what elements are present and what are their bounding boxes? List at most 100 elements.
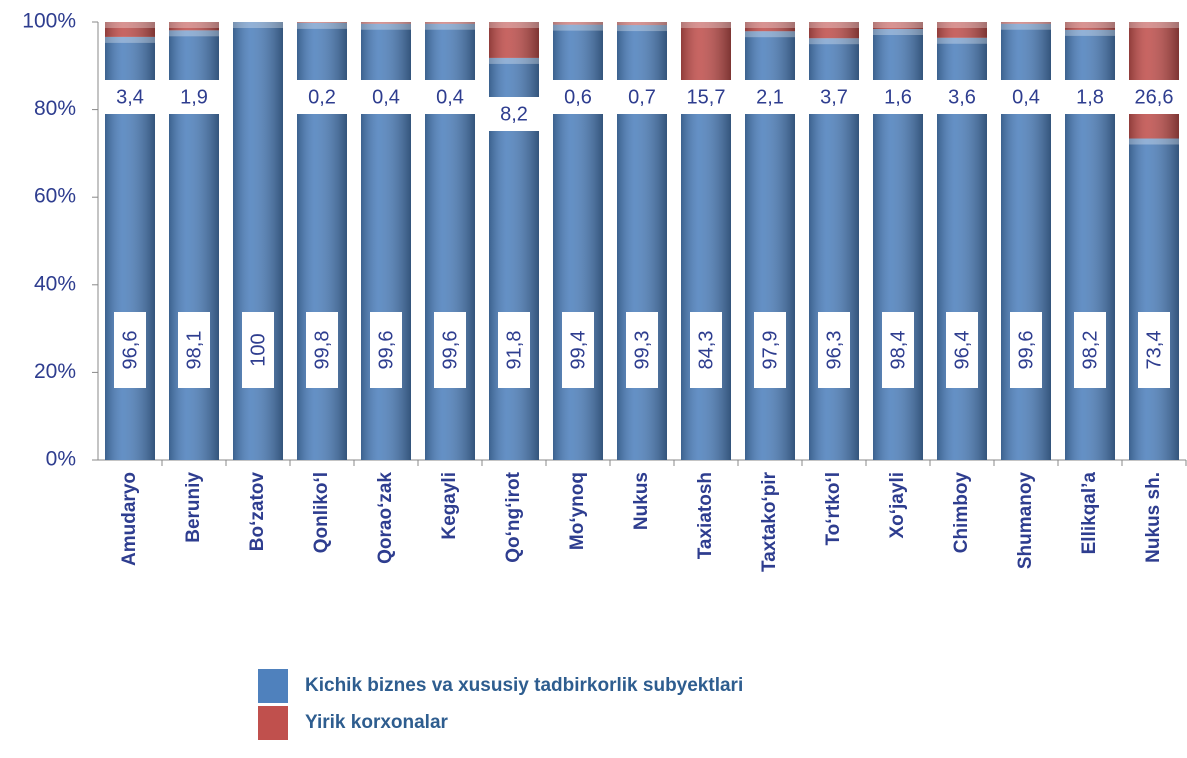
bar-shade — [617, 22, 667, 26]
value-label-text: 0,6 — [564, 86, 592, 108]
label-box — [424, 80, 476, 114]
label-box — [1010, 312, 1042, 388]
value-label-text: 1,8 — [1076, 86, 1104, 108]
label-box — [690, 312, 722, 388]
bar-cap — [937, 37, 987, 44]
value-label-text: 15,7 — [687, 86, 726, 108]
value-label: 73,4 — [1138, 312, 1170, 388]
bar-cap — [681, 22, 731, 28]
label-box — [936, 80, 988, 114]
bar-cap — [1065, 22, 1115, 28]
label-box — [1128, 80, 1180, 114]
value-label: 84,3 — [690, 312, 722, 388]
value-label-text: 99,6 — [439, 331, 461, 370]
value-label-text: 99,6 — [375, 331, 397, 370]
x-tick-label: Taxtako‘pir — [759, 471, 780, 572]
label-box — [818, 312, 850, 388]
value-label-text: 3,7 — [820, 86, 848, 108]
value-label: 96,3 — [818, 312, 850, 388]
y-tick-label: 60% — [34, 185, 76, 208]
value-label: 0,7 — [616, 80, 668, 114]
legend-swatch — [258, 669, 288, 703]
bar-cap — [553, 22, 603, 25]
label-box — [1074, 312, 1106, 388]
value-label-text: 91,8 — [503, 331, 525, 370]
value-label-text: 0,4 — [436, 86, 464, 108]
value-label: 8,2 — [488, 97, 540, 131]
bar-cap — [425, 22, 475, 24]
bar-cap — [1001, 22, 1051, 24]
bar-cap — [745, 31, 795, 38]
label-box — [360, 80, 412, 114]
x-tick-label: Xo‘jayli — [887, 472, 908, 539]
bar-cap — [1129, 138, 1179, 145]
y-tick-label: 80% — [34, 97, 76, 120]
value-label-text: 99,3 — [631, 331, 653, 370]
value-label: 98,1 — [178, 312, 210, 388]
value-label: 2,1 — [744, 80, 796, 114]
bar-shade — [745, 22, 795, 32]
value-label: 0,4 — [1000, 80, 1052, 114]
x-tick-label: Bo‘zatov — [247, 472, 268, 552]
bar-cap — [489, 22, 539, 28]
x-tick-label: Nukus sh. — [1143, 472, 1164, 563]
label-box — [488, 97, 540, 131]
value-label: 99,6 — [370, 312, 402, 388]
label-box — [754, 312, 786, 388]
label-box — [296, 80, 348, 114]
label-box — [680, 80, 732, 114]
bar-cap — [169, 22, 219, 28]
bar-cap — [1129, 22, 1179, 28]
bar-shade — [681, 90, 731, 461]
value-label: 99,8 — [306, 312, 338, 388]
y-tick-label: 40% — [34, 272, 76, 295]
bar-cap — [105, 36, 155, 43]
value-label-text: 0,4 — [1012, 86, 1040, 108]
y-tick-label: 100% — [22, 10, 76, 33]
bar-cap — [617, 22, 667, 26]
value-label-text: 98,4 — [887, 331, 909, 370]
bar-shade — [489, 22, 539, 58]
value-label: 91,8 — [498, 312, 530, 388]
value-label-text: 2,1 — [756, 86, 784, 108]
x-tick-label: Amudaryo — [119, 472, 140, 566]
value-label-text: 99,6 — [1015, 331, 1037, 370]
label-box — [1064, 80, 1116, 114]
value-label-text: 100 — [247, 333, 269, 366]
value-label-text: 96,3 — [823, 331, 845, 370]
value-label: 96,6 — [114, 312, 146, 388]
bar-cap — [297, 22, 347, 23]
x-tick-label: Shumanoy — [1015, 472, 1036, 570]
value-label-text: 96,4 — [951, 331, 973, 370]
bar-cap — [489, 57, 539, 64]
x-tick-label: To‘rtko‘l — [823, 472, 844, 546]
bar-shade — [873, 22, 923, 30]
value-label: 96,4 — [946, 312, 978, 388]
bar-shade — [681, 22, 731, 91]
value-label: 100 — [242, 312, 274, 388]
value-label-text: 99,8 — [311, 331, 333, 370]
value-label: 99,6 — [1010, 312, 1042, 388]
value-label: 0,4 — [360, 80, 412, 114]
value-label-text: 98,1 — [183, 331, 205, 370]
value-label: 0,4 — [424, 80, 476, 114]
value-label: 98,4 — [882, 312, 914, 388]
label-box — [872, 80, 924, 114]
bar-cap — [1001, 23, 1051, 30]
label-box — [882, 312, 914, 388]
bar-cap — [809, 38, 859, 45]
label-box — [498, 312, 530, 388]
x-tick-label: Ellikqal’a — [1079, 472, 1100, 555]
x-tick-label: Chimboy — [951, 472, 972, 554]
y-tick-label: 0% — [46, 448, 76, 471]
bar-cap — [745, 22, 795, 28]
value-label-text: 8,2 — [500, 103, 528, 125]
value-label-text: 26,6 — [1135, 86, 1174, 108]
value-label: 98,2 — [1074, 312, 1106, 388]
x-tick-label: Nukus — [631, 472, 652, 530]
value-label-text: 1,9 — [180, 86, 208, 108]
x-tick-label: Qonliko‘l — [311, 472, 332, 553]
value-label: 0,2 — [296, 80, 348, 114]
legend-label: Yirik korxonalar — [305, 712, 449, 733]
